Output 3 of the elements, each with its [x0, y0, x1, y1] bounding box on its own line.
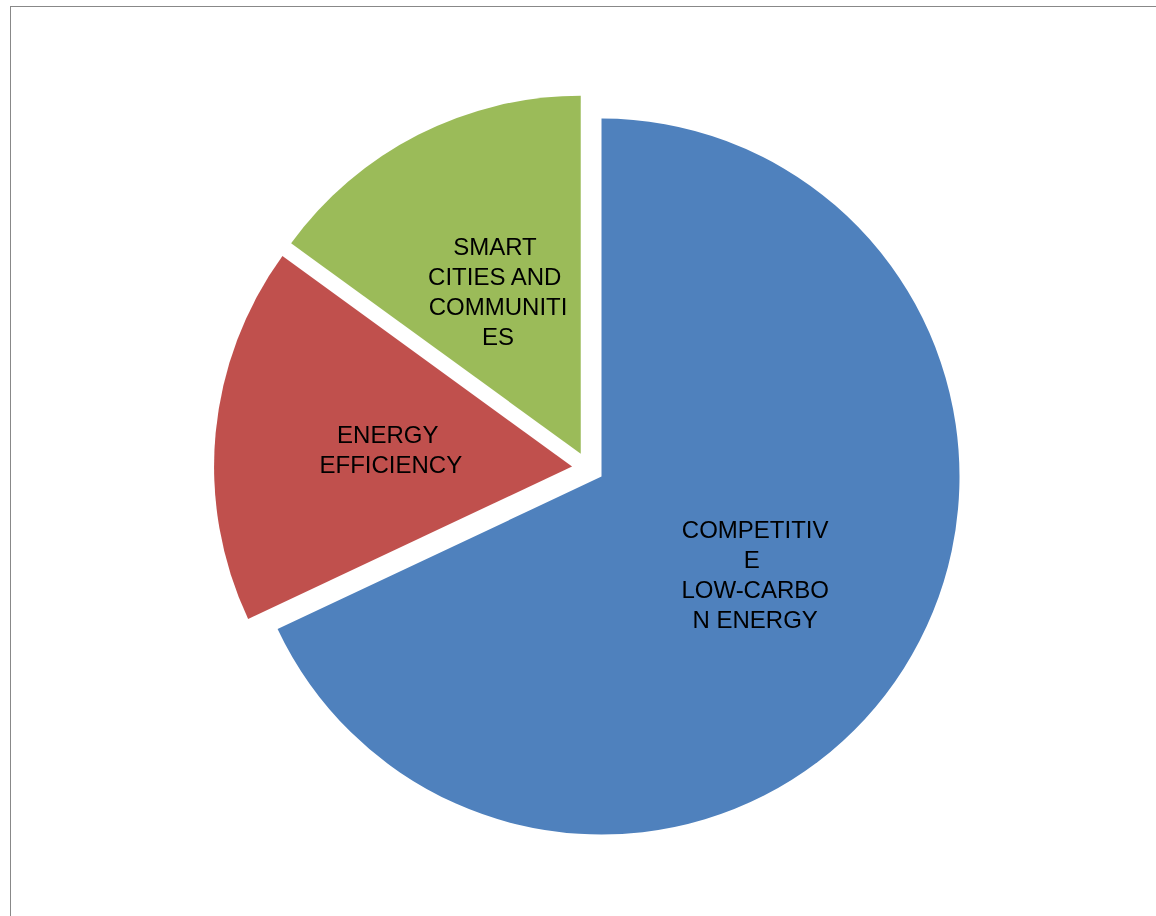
slice-label: ENERGY EFFICIENCY [319, 420, 463, 478]
slice-label: COMPETITIVE LOW-CARBON ENERGY [681, 515, 829, 633]
slice-label: SMART CITIES AND COMMUNITIES [428, 233, 569, 351]
